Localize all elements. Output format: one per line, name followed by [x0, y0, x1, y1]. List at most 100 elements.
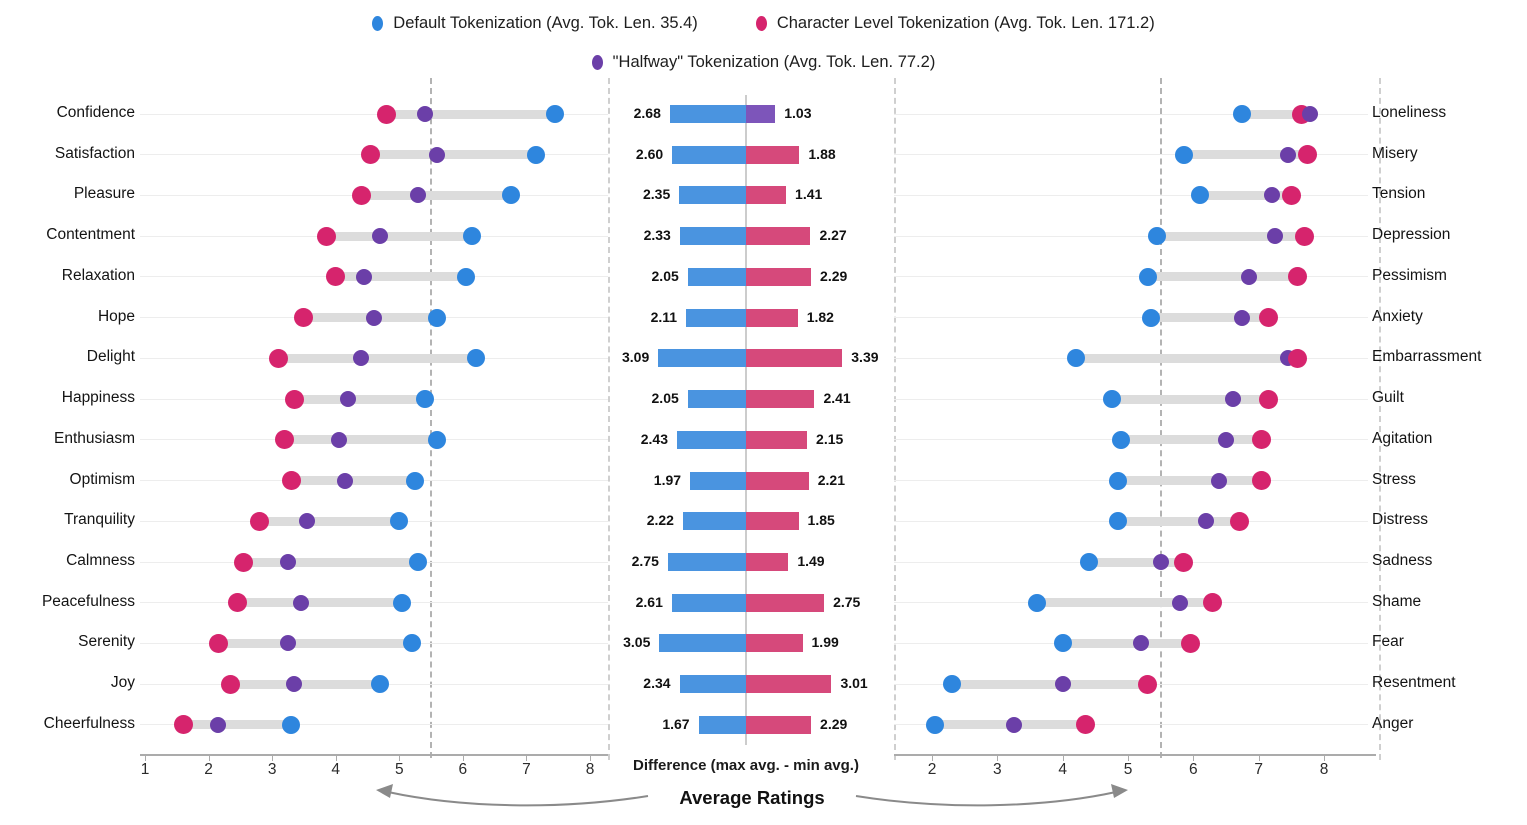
right-axis-tick-label: 8 [1319, 761, 1329, 778]
dot-character [326, 267, 346, 287]
left-axis-tick-label: 8 [585, 761, 595, 778]
emotion-label-right: Distress [1372, 511, 1428, 529]
dot-halfway [356, 268, 373, 285]
diff-value-left: 3.05 [623, 634, 651, 651]
emotion-label-right: Agitation [1372, 429, 1433, 447]
dot-halfway [286, 676, 303, 693]
average-ratings-arrows [376, 784, 1128, 807]
dot-default [406, 471, 425, 490]
emotion-label-right: Guilt [1372, 389, 1404, 407]
right-arrow-curve [855, 791, 1117, 807]
dot-default [926, 715, 945, 734]
dot-halfway [1211, 472, 1228, 489]
dot-default [1148, 227, 1167, 246]
emotion-label-right: Anxiety [1372, 307, 1423, 325]
right-axis-tick-label: 6 [1189, 761, 1198, 778]
dot-character [1252, 471, 1272, 491]
dot-character [1203, 593, 1223, 613]
diff-bar-left [679, 227, 746, 246]
emotion-label-right: Misery [1372, 144, 1418, 162]
diff-value-right: 2.27 [819, 227, 847, 244]
diff-value-right: 1.99 [811, 634, 839, 651]
dot-halfway [210, 716, 227, 733]
dot-default [428, 430, 447, 449]
dot-halfway [1263, 187, 1280, 204]
diff-bar-left [659, 634, 746, 653]
dot-default [1233, 105, 1252, 123]
connector-right [951, 679, 1148, 689]
diff-value-right: 1.41 [795, 186, 823, 203]
dot-halfway [1240, 268, 1257, 285]
panel-separator [608, 78, 610, 760]
diff-bar-right [746, 634, 803, 653]
dot-character [1076, 715, 1096, 735]
dot-halfway [1054, 676, 1071, 693]
diff-value-right: 1.82 [806, 308, 834, 325]
left-axis-tick-label: 3 [267, 761, 277, 778]
diff-value-right: 2.41 [823, 390, 851, 407]
right-axis-tick-label: 4 [1058, 761, 1067, 778]
dot-character [316, 226, 336, 246]
gridline-right [894, 154, 1368, 156]
connector-left [230, 679, 381, 689]
dot-default [1053, 634, 1072, 653]
dot-default [390, 512, 409, 531]
diff-bar-right [746, 715, 812, 734]
connector-left [183, 720, 292, 730]
emotion-label-left: Peacefulness [41, 592, 135, 610]
emotion-label-right: Resentment [1372, 674, 1456, 692]
gridline-left [140, 113, 608, 115]
left-axis-tick [145, 756, 146, 761]
left-axis-tick-label: 1 [140, 761, 150, 778]
right-axis-tick-label: 5 [1123, 761, 1133, 778]
left-arrow-curve [387, 791, 649, 807]
diff-bar-right [746, 593, 825, 612]
right-axis-tick [1324, 756, 1325, 761]
diff-value-right: 2.15 [816, 430, 844, 447]
diff-value-right: 3.39 [851, 349, 879, 366]
dot-default [1190, 186, 1209, 205]
dot-character [1288, 267, 1308, 287]
dot-halfway [1267, 228, 1283, 245]
diff-value-left: 2.22 [646, 512, 674, 529]
emotion-label-left: Happiness [61, 389, 135, 407]
dot-character [269, 348, 288, 368]
dot-character [1294, 226, 1314, 246]
diff-value-right: 3.01 [840, 675, 868, 692]
connector-left [237, 598, 403, 608]
right-axis-tick [1062, 756, 1064, 761]
left-axis-tick [399, 756, 401, 761]
connector-right [1147, 272, 1298, 282]
emotion-label-left: Hope [97, 307, 135, 325]
emotion-label-left: Joy [110, 674, 135, 692]
emotion-label-left: Tranquility [64, 511, 135, 529]
dot-default [457, 267, 476, 286]
panel-separator [894, 78, 896, 760]
dot-halfway [372, 228, 389, 245]
diff-value-right: 2.75 [833, 593, 861, 610]
left-axis-tick [208, 756, 210, 761]
diff-value-left: 2.75 [631, 553, 659, 570]
dot-default [428, 308, 447, 327]
right-axis-tick [932, 756, 933, 761]
diff-value-left: 2.68 [633, 105, 661, 121]
dot-default [371, 675, 390, 694]
dot-default [409, 553, 428, 572]
connector-left [278, 353, 476, 363]
diff-bar-left [682, 512, 746, 531]
connector-left [370, 150, 536, 160]
diff-bar-left [686, 308, 746, 327]
dot-halfway [353, 350, 370, 367]
diff-bar-left [676, 430, 746, 449]
dot-default [1027, 593, 1046, 612]
right-axis-tick [1193, 756, 1195, 761]
dot-default [1109, 512, 1128, 531]
connector-right [1118, 516, 1240, 526]
diff-bar-left [671, 593, 746, 612]
dot-character [208, 633, 228, 653]
emotion-label-right: Loneliness [1372, 104, 1447, 121]
dot-halfway [410, 187, 427, 204]
right-arrowhead-icon [1111, 784, 1128, 798]
